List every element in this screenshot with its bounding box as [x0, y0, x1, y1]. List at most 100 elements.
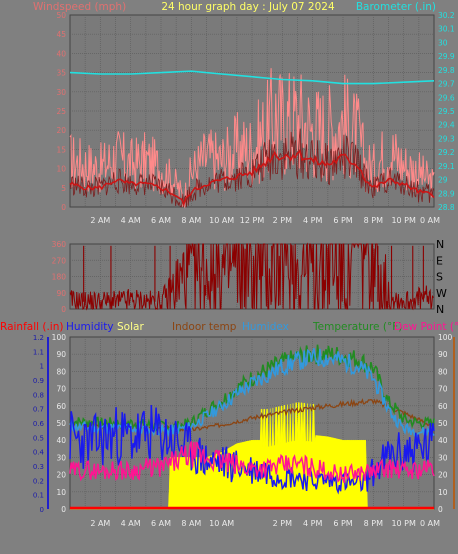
- rainfall-tick: 0.5: [33, 434, 44, 442]
- barometer-tick: 29.8: [438, 66, 455, 75]
- rainfall-tick: 0.8: [33, 391, 44, 399]
- direction-tick: 270: [52, 256, 67, 265]
- barometer-tick: 29: [438, 176, 448, 185]
- rainfall-tick: 0.7: [33, 406, 44, 414]
- x-tick-label: 8 PM: [364, 216, 383, 225]
- rainfall-tick: 0.6: [33, 420, 45, 428]
- compass-label: N: [436, 238, 444, 251]
- barometer-tick: 30: [438, 38, 448, 47]
- windspeed-tick: 30: [56, 88, 66, 97]
- compass-label: S: [436, 271, 443, 284]
- legend-temperature: Temperature (°F): [312, 321, 402, 333]
- windspeed-tick: 10: [56, 165, 66, 174]
- x-tick-label: 2 PM: [273, 519, 292, 528]
- rainfall-tick: 0.4: [33, 449, 45, 457]
- temperature-tick: 60: [438, 402, 448, 411]
- percent-tick: 50: [56, 419, 66, 428]
- percent-tick: 30: [56, 453, 66, 462]
- direction-tick: 90: [56, 289, 66, 298]
- rainfall-tick: 0: [40, 506, 44, 514]
- percent-tick: 100: [52, 333, 67, 342]
- percent-tick: 0: [61, 505, 66, 514]
- windspeed-tick: 15: [56, 145, 66, 154]
- barometer-tick: 29.3: [438, 134, 455, 143]
- x-tick-label: 6 AM: [151, 519, 171, 528]
- percent-tick: 90: [56, 350, 66, 359]
- rainfall-tick: 0.9: [33, 377, 44, 385]
- x-tick-label: 2 AM: [90, 216, 110, 225]
- windspeed-tick: 5: [61, 184, 66, 193]
- percent-tick: 20: [56, 471, 66, 480]
- windspeed-tick: 35: [56, 69, 66, 78]
- x-tick-label: 8 PM: [364, 519, 383, 528]
- x-tick-label: 4 AM: [121, 216, 141, 225]
- legend-humidity: Humidity: [66, 321, 114, 333]
- temperature-tick: 50: [438, 419, 448, 428]
- x-tick-label: 6 AM: [151, 216, 171, 225]
- rainfall-tick: 0.1: [33, 492, 44, 500]
- legend-dewpoint: Dew Point (°F: [394, 321, 458, 333]
- temperature-tick: 90: [438, 350, 448, 359]
- legend-humidex: Humidex: [242, 321, 289, 333]
- windspeed-tick: 20: [56, 126, 66, 135]
- chart-title: 24 hour graph day : July 07 2024: [161, 1, 335, 13]
- percent-tick: 60: [56, 402, 66, 411]
- windspeed-tick: 45: [56, 30, 66, 39]
- x-tick-label: 6 PM: [333, 216, 352, 225]
- x-tick-label: 10 PM: [391, 519, 416, 528]
- rainfall-tick: 0.2: [33, 477, 44, 485]
- direction-tick: 360: [52, 240, 67, 249]
- percent-tick: 70: [56, 385, 66, 394]
- temperature-tick: 0: [438, 505, 443, 514]
- barometer-line: [69, 70, 435, 85]
- percent-tick: 80: [56, 367, 66, 376]
- temperature-tick: 80: [438, 367, 448, 376]
- barometer-axis-title: Barometer (.in): [356, 1, 436, 13]
- x-tick-label: 10 PM: [391, 216, 416, 225]
- barometer-tick: 29.2: [438, 148, 455, 157]
- windspeed-axis-title: Windspeed (mph): [33, 1, 126, 13]
- x-tick-label: 4 PM: [303, 216, 322, 225]
- barometer-tick: 30.1: [438, 25, 455, 34]
- barometer-tick: 29.5: [438, 107, 455, 116]
- rainfall-tick: 1: [40, 363, 44, 371]
- rainfall-tick: 1.2: [33, 334, 44, 342]
- windspeed-tick: 50: [56, 11, 66, 20]
- temperature-tick: 40: [438, 436, 448, 445]
- x-tick-label: 4 PM: [303, 519, 322, 528]
- barometer-tick: 28.8: [438, 203, 455, 212]
- x-tick-label: 8 AM: [181, 216, 201, 225]
- wind-direction-line: [69, 242, 434, 311]
- barometer-tick: 29.6: [438, 93, 455, 102]
- temperature-tick: 30: [438, 453, 448, 462]
- temperature-line: [69, 344, 435, 435]
- rainfall-tick: 0.3: [33, 463, 44, 471]
- temperature-tick: 10: [438, 488, 448, 497]
- x-tick-label: 10 AM: [209, 216, 234, 225]
- windspeed-tick: 0: [61, 203, 66, 212]
- windspeed-average-line: [69, 148, 435, 207]
- windspeed-tick: 40: [56, 49, 66, 58]
- x-tick-label: 0 AM: [420, 216, 440, 225]
- climate-legend: Rainfall (.in) Humidity Solar Indoor tem…: [0, 321, 458, 333]
- barometer-tick: 28.9: [438, 189, 455, 198]
- direction-tick: 0: [61, 305, 66, 314]
- x-tick-label: 8 AM: [181, 519, 201, 528]
- barometer-tick: 29.1: [438, 162, 455, 171]
- x-tick-label: 6 PM: [333, 519, 352, 528]
- windspeed-tick: 25: [56, 107, 66, 116]
- barometer-tick: 29.4: [438, 121, 455, 130]
- temperature-tick: 20: [438, 471, 448, 480]
- x-tick-label: 2 AM: [90, 519, 110, 528]
- percent-tick: 10: [56, 488, 66, 497]
- humidity-line: [69, 404, 435, 495]
- temperature-tick: 70: [438, 385, 448, 394]
- dewpoint-line: [69, 441, 435, 483]
- compass-label: E: [436, 254, 443, 267]
- direction-tick: 180: [52, 273, 67, 282]
- legend-rainfall: Rainfall (.in): [0, 321, 63, 333]
- x-tick-label: 2 PM: [273, 216, 292, 225]
- x-tick-label: 10 AM: [209, 519, 234, 528]
- temperature-tick: 100: [438, 333, 453, 342]
